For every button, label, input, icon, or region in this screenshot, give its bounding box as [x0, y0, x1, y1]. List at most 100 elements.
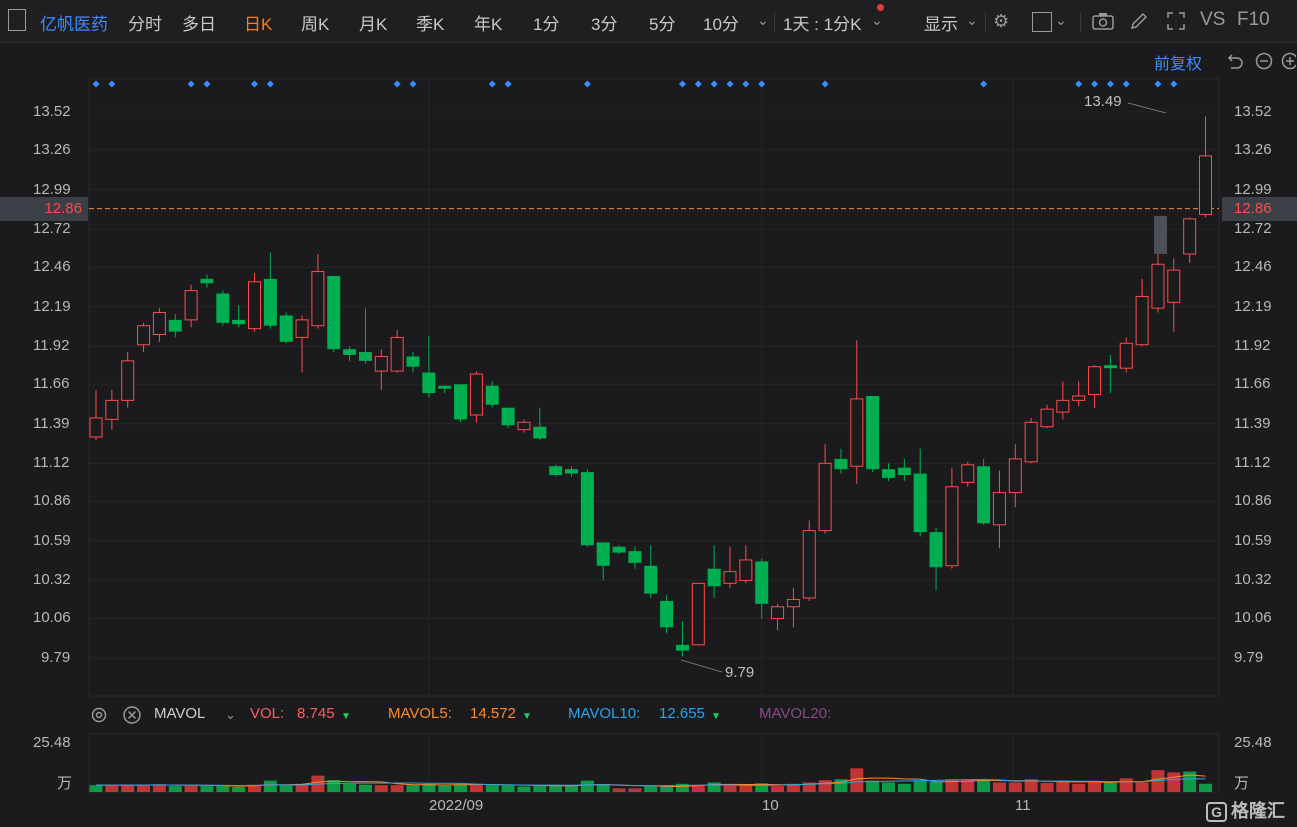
adjust-mode-button[interactable]: 前复权 [1154, 56, 1203, 73]
vs-button[interactable]: VS [1200, 9, 1226, 30]
tab-1min[interactable]: 1分 [533, 15, 560, 34]
chart-controls [1227, 52, 1297, 70]
annotations [680, 102, 1167, 673]
candle-body-down [913, 473, 927, 533]
tab-multiday[interactable]: 多日 [182, 15, 216, 34]
volume-settings-gear-icon[interactable] [89, 705, 109, 725]
candle-body-down [596, 542, 610, 566]
current-price-left: 12.86 [44, 200, 82, 217]
event-marker-icon [203, 80, 211, 88]
candle-body-down [358, 352, 372, 361]
mavol5-label: MAVOL5: [388, 705, 452, 722]
chevron-down-icon[interactable]: ⌄ [757, 12, 769, 28]
price-tick-right: 11.12 [1234, 454, 1271, 472]
close-icon[interactable] [122, 705, 142, 725]
volume-bar [660, 785, 674, 792]
candle-body-down [200, 278, 214, 284]
f10-button[interactable]: F10 [1237, 9, 1270, 30]
chevron-down-icon[interactable]: ⌄ [1055, 12, 1067, 28]
low-leader-line [680, 659, 723, 673]
volume-bar [897, 783, 911, 792]
mavol10-label: MAVOL10: [568, 705, 641, 722]
fullscreen-icon[interactable] [1166, 11, 1186, 31]
high-price-label: 13.49 [1084, 93, 1122, 110]
tab-yearly-k[interactable]: 年K [474, 15, 503, 34]
candle-body-down [232, 319, 246, 325]
price-tick-right: 11.92 [1234, 337, 1271, 355]
price-tick-right: 13.26 [1234, 141, 1272, 159]
volume-unit-left: 万 [57, 775, 73, 792]
volume-bar [882, 782, 895, 792]
tab-monthly-k[interactable]: 月K [359, 15, 388, 34]
candle-body-up [1119, 342, 1133, 369]
price-tick-right: 13.52 [1234, 103, 1272, 120]
candle-body-down [644, 565, 658, 594]
volume-bar [232, 786, 246, 792]
volume-bar [707, 782, 721, 792]
event-marker-icon [393, 80, 401, 88]
mavol10-line [96, 778, 1206, 787]
top-toolbar: 亿帆医药 分时 多日 日K 周K 月K 季K 年K 1分 3分 5分 10分 ⌄… [0, 0, 1297, 43]
candle-body-down [216, 293, 230, 323]
volume-bar [580, 780, 594, 792]
volume-bar [263, 780, 277, 792]
camera-icon[interactable] [1092, 12, 1114, 30]
arrow-down-icon: ▼ [711, 711, 721, 722]
event-marker-icon [187, 80, 195, 88]
chevron-down-icon[interactable]: ⌄ [871, 12, 883, 28]
period-select[interactable]: 1天 : 1分K [783, 15, 862, 34]
candles [89, 116, 1212, 657]
tab-weekly-k[interactable]: 周K [301, 15, 330, 34]
tab-5min[interactable]: 5分 [649, 15, 676, 34]
layout-box-icon[interactable] [1032, 12, 1052, 32]
price-tick-left: 12.99 [33, 180, 71, 198]
zoom-out-icon[interactable] [1255, 52, 1273, 70]
volume-bar [121, 785, 135, 792]
volume-bar [406, 785, 420, 792]
candle-body-down [897, 467, 911, 476]
price-tick-right: 10.86 [1234, 492, 1272, 510]
candle-body-down [834, 458, 848, 470]
volume-bar [612, 788, 626, 792]
volume-bar [279, 785, 293, 792]
sidebar-toggle-icon[interactable] [8, 9, 26, 31]
divider [985, 12, 986, 32]
grid [88, 78, 1220, 793]
volume-bar [200, 786, 214, 792]
tab-10min[interactable]: 10分 [703, 15, 739, 34]
event-marker-icon [1106, 80, 1114, 88]
volume-bar [977, 779, 991, 792]
volume-bar [105, 785, 119, 792]
chevron-down-icon[interactable]: ⌄ [225, 707, 236, 722]
tab-quarterly-k[interactable]: 季K [416, 15, 445, 34]
tab-intraday[interactable]: 分时 [128, 15, 162, 34]
mavol20-label: MAVOL20: [759, 705, 832, 722]
pencil-icon[interactable] [1129, 11, 1149, 31]
divider [774, 12, 775, 32]
zoom-in-icon[interactable] [1281, 52, 1297, 70]
stock-name[interactable]: 亿帆医药 [40, 15, 108, 34]
volume-unit-right: 万 [1234, 775, 1250, 792]
price-tick-right: 12.19 [1234, 297, 1272, 315]
candle-body-up [723, 571, 737, 584]
volume-max-left: 25.48 [33, 734, 71, 751]
volume-bar [961, 780, 975, 792]
undo-icon[interactable] [1227, 54, 1243, 69]
candle-body-up [1167, 269, 1181, 303]
volume-bar [628, 788, 642, 792]
volume-bar [184, 785, 198, 792]
price-tick-right: 12.46 [1234, 258, 1272, 276]
candle-body-up [1040, 408, 1054, 428]
price-tick-left: 12.72 [33, 220, 71, 238]
candle-body-up [517, 421, 531, 431]
settings-gear-icon[interactable]: ⚙ [993, 11, 1010, 31]
indicator-name[interactable]: MAVOL [154, 705, 206, 722]
chevron-down-icon[interactable]: ⌄ [966, 12, 978, 28]
price-tick-left: 11.66 [33, 375, 70, 393]
tab-daily-k[interactable]: 日K [244, 15, 273, 34]
tab-3min[interactable]: 3分 [591, 15, 618, 34]
price-tick-left: 9.79 [41, 649, 71, 666]
display-menu[interactable]: 显示 [924, 15, 958, 34]
candle-body-up [1072, 395, 1086, 401]
